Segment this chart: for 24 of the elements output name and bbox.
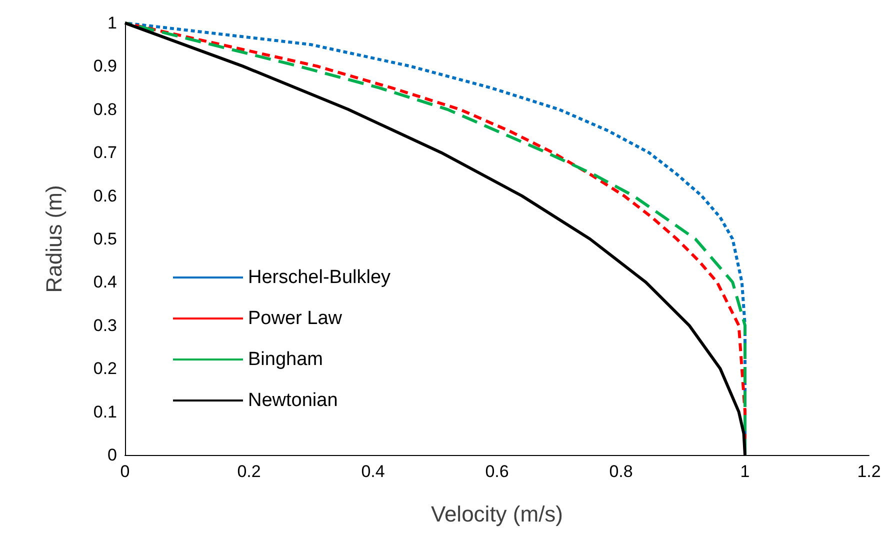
y-tick-label: 1 — [108, 14, 117, 32]
y-tick-label: 0.6 — [93, 186, 117, 206]
legend-label: Newtonian — [248, 390, 338, 411]
x-tick-label: 0.2 — [237, 462, 261, 481]
x-tick-label: 1.2 — [857, 462, 881, 481]
y-tick-label: 0 — [108, 446, 117, 464]
x-tick-label: 0 — [120, 462, 130, 481]
y-tick-label: 0.2 — [93, 359, 117, 378]
y-tick-label: 0.9 — [93, 56, 117, 76]
y-tick-label: 0.1 — [93, 402, 117, 422]
legend-label: Herschel-Bulkley — [248, 267, 392, 288]
y-tick-label: 0.8 — [93, 100, 117, 119]
x-tick-label: 1 — [740, 462, 750, 481]
legend-label: Power Law — [248, 308, 342, 329]
x-axis-title: Velocity (m/s) — [430, 502, 564, 526]
x-tick-label: 0.4 — [361, 462, 385, 481]
y-tick-label: 0.3 — [93, 316, 117, 335]
y-tick-label: 0.4 — [93, 272, 117, 292]
y-axis-title: Radius (m) — [42, 185, 66, 293]
legend-label: Bingham — [248, 349, 323, 370]
y-tick-label: 0.5 — [93, 230, 117, 248]
x-tick-label: 0.6 — [485, 462, 509, 481]
y-tick-label: 0.7 — [93, 143, 117, 162]
x-tick-label: 0.8 — [609, 462, 633, 481]
